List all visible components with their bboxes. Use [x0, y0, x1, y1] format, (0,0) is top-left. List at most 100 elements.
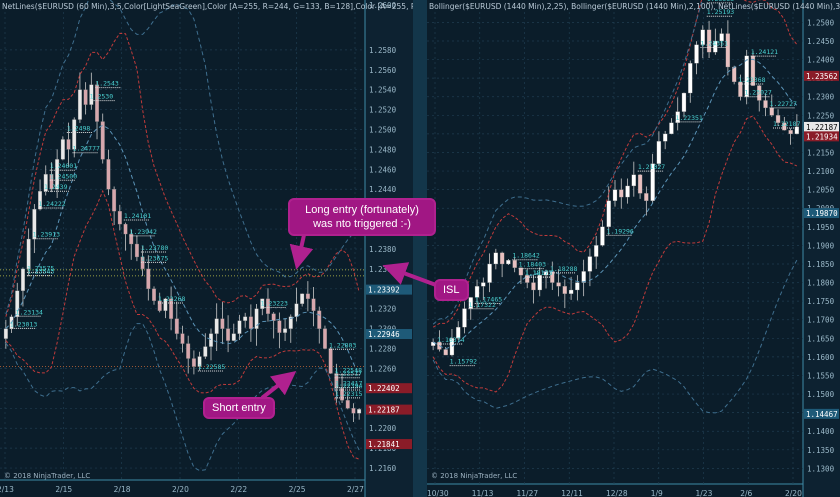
y-tick-label: 1.2380	[369, 245, 397, 254]
candle-body	[449, 338, 455, 356]
candle-body	[220, 318, 225, 329]
candle-body	[738, 81, 743, 97]
candle-body	[700, 29, 705, 45]
candle-body	[322, 328, 327, 349]
netline-label: 1.15792	[450, 358, 477, 366]
candle-body	[462, 308, 467, 328]
y-tick-label: 1.2250	[807, 111, 835, 120]
candle-body	[95, 84, 99, 122]
x-tick-label: 2/25	[289, 485, 306, 494]
candle-body	[106, 159, 111, 190]
netline-label: 1.22417	[335, 380, 362, 388]
netline-label: 1.22187	[773, 120, 800, 128]
candle-body	[568, 289, 574, 294]
candle-body	[506, 260, 511, 265]
bollinger-outer-upper-band	[432, 0, 703, 325]
y-tick-label: 1.2320	[369, 305, 397, 314]
candle-body	[499, 252, 505, 265]
candle-body	[656, 141, 662, 164]
y-tick-label: 1.2200	[369, 424, 397, 433]
price-tag-label: 1.22402	[368, 384, 400, 393]
candle-body	[294, 303, 299, 317]
netline-label: 1.17322	[468, 301, 495, 309]
price-tag	[804, 121, 839, 132]
chart-panel-hourly[interactable]: 1.2580 1.2560 1.2540 1.2520 1.2500 1.2480 1.24…	[0, 0, 413, 497]
candle-body	[180, 333, 185, 344]
y-tick-label: 1.2500	[369, 125, 397, 134]
candle-body	[197, 356, 202, 367]
netline-label: 1.22803	[329, 341, 356, 349]
candle-body	[140, 256, 145, 270]
candle-body	[209, 333, 213, 347]
candle-body	[283, 328, 288, 333]
candle-body	[556, 282, 561, 287]
candle-body	[112, 189, 117, 212]
x-tick-label: 2/13	[0, 485, 14, 494]
candle-body	[254, 308, 259, 329]
y-tick-label: 1.2160	[369, 464, 397, 473]
candle-body	[430, 341, 436, 346]
candle-body	[606, 200, 611, 227]
candle-body	[763, 100, 768, 109]
candle-body	[600, 226, 605, 246]
price-tag	[366, 439, 412, 450]
candle-body	[443, 349, 448, 356]
netline-label: 1.2498	[67, 124, 91, 132]
netline-label: 1.22585	[198, 363, 225, 371]
candle-body	[537, 274, 542, 291]
daily-copyright: © 2018 NinjaTrader, LLC	[431, 472, 518, 480]
price-tag	[366, 329, 412, 340]
x-tick-label: 10/30	[427, 489, 449, 497]
bollinger-lower-band	[5, 189, 360, 460]
y-tick-label: 1.1500	[807, 390, 835, 399]
candle-body	[688, 63, 693, 94]
y-tick-label: 1.2560	[369, 66, 397, 75]
x-tick-label: 1/9	[651, 489, 663, 497]
candle-body	[612, 189, 618, 201]
y-tick-label: 1.2580	[369, 46, 397, 55]
candle-body	[340, 388, 345, 401]
candle-body	[512, 260, 517, 268]
candle-body	[152, 288, 156, 301]
y-tick-label: 1.1800	[807, 279, 835, 288]
y-tick-label: 1.1700	[807, 316, 835, 325]
candle-body	[351, 408, 356, 414]
x-tick-label: 12/28	[606, 489, 628, 497]
netline-label: 1.19296	[606, 227, 633, 235]
netline-label: 1.24601	[50, 162, 77, 170]
x-tick-label: 1/23	[696, 489, 713, 497]
netline-label: 1.24101	[124, 212, 151, 220]
daily-chart-canvas[interactable]: 1.25001.24501.24001.23501.23001.22501.22…	[427, 0, 840, 497]
candle-body	[146, 268, 151, 289]
candle-body	[117, 210, 122, 225]
panel-divider[interactable]	[413, 0, 427, 497]
hourly-indicator-header: NetLines($EURUSD (60 Min),3,5,Color[Ligh…	[2, 2, 413, 11]
chart-panel-daily[interactable]: 1.25001.24501.24001.23501.23001.22501.22…	[427, 0, 840, 497]
netline-label: 1.22548	[335, 367, 362, 375]
callout-long-line2: was nto triggered :-)	[313, 218, 411, 230]
y-tick-label: 1.2460	[369, 165, 397, 174]
x-tick-label: 2/6	[740, 489, 752, 497]
candle-body	[66, 139, 71, 150]
candle-body	[163, 298, 168, 311]
price-tag-label: 1.21934	[806, 132, 838, 141]
candle-body	[174, 318, 179, 334]
bollinger-outer-lower-band	[5, 323, 360, 472]
y-tick-label: 1.1650	[807, 334, 835, 343]
candle-body	[334, 373, 339, 389]
x-tick-label: 12/11	[561, 489, 583, 497]
candle-body	[769, 107, 774, 116]
netline-label: 1.23942	[130, 228, 157, 236]
candle-body	[77, 89, 82, 120]
netline-label: 1.2530	[90, 93, 114, 101]
callout-short-entry: Short entry	[203, 397, 275, 419]
netline-label: 1.16374	[437, 336, 464, 344]
price-tag	[804, 408, 839, 419]
candle-body	[49, 174, 54, 190]
candle-body	[481, 282, 486, 287]
candle-body	[345, 400, 350, 409]
hourly-chart-canvas[interactable]: 1.2580 1.2560 1.2540 1.2520 1.2500 1.2480 1.24…	[0, 0, 413, 497]
x-tick-label: 2/20	[785, 489, 802, 497]
price-tag-label: 1.22187	[368, 406, 400, 415]
price-tag-label: 1.23392	[368, 286, 400, 295]
